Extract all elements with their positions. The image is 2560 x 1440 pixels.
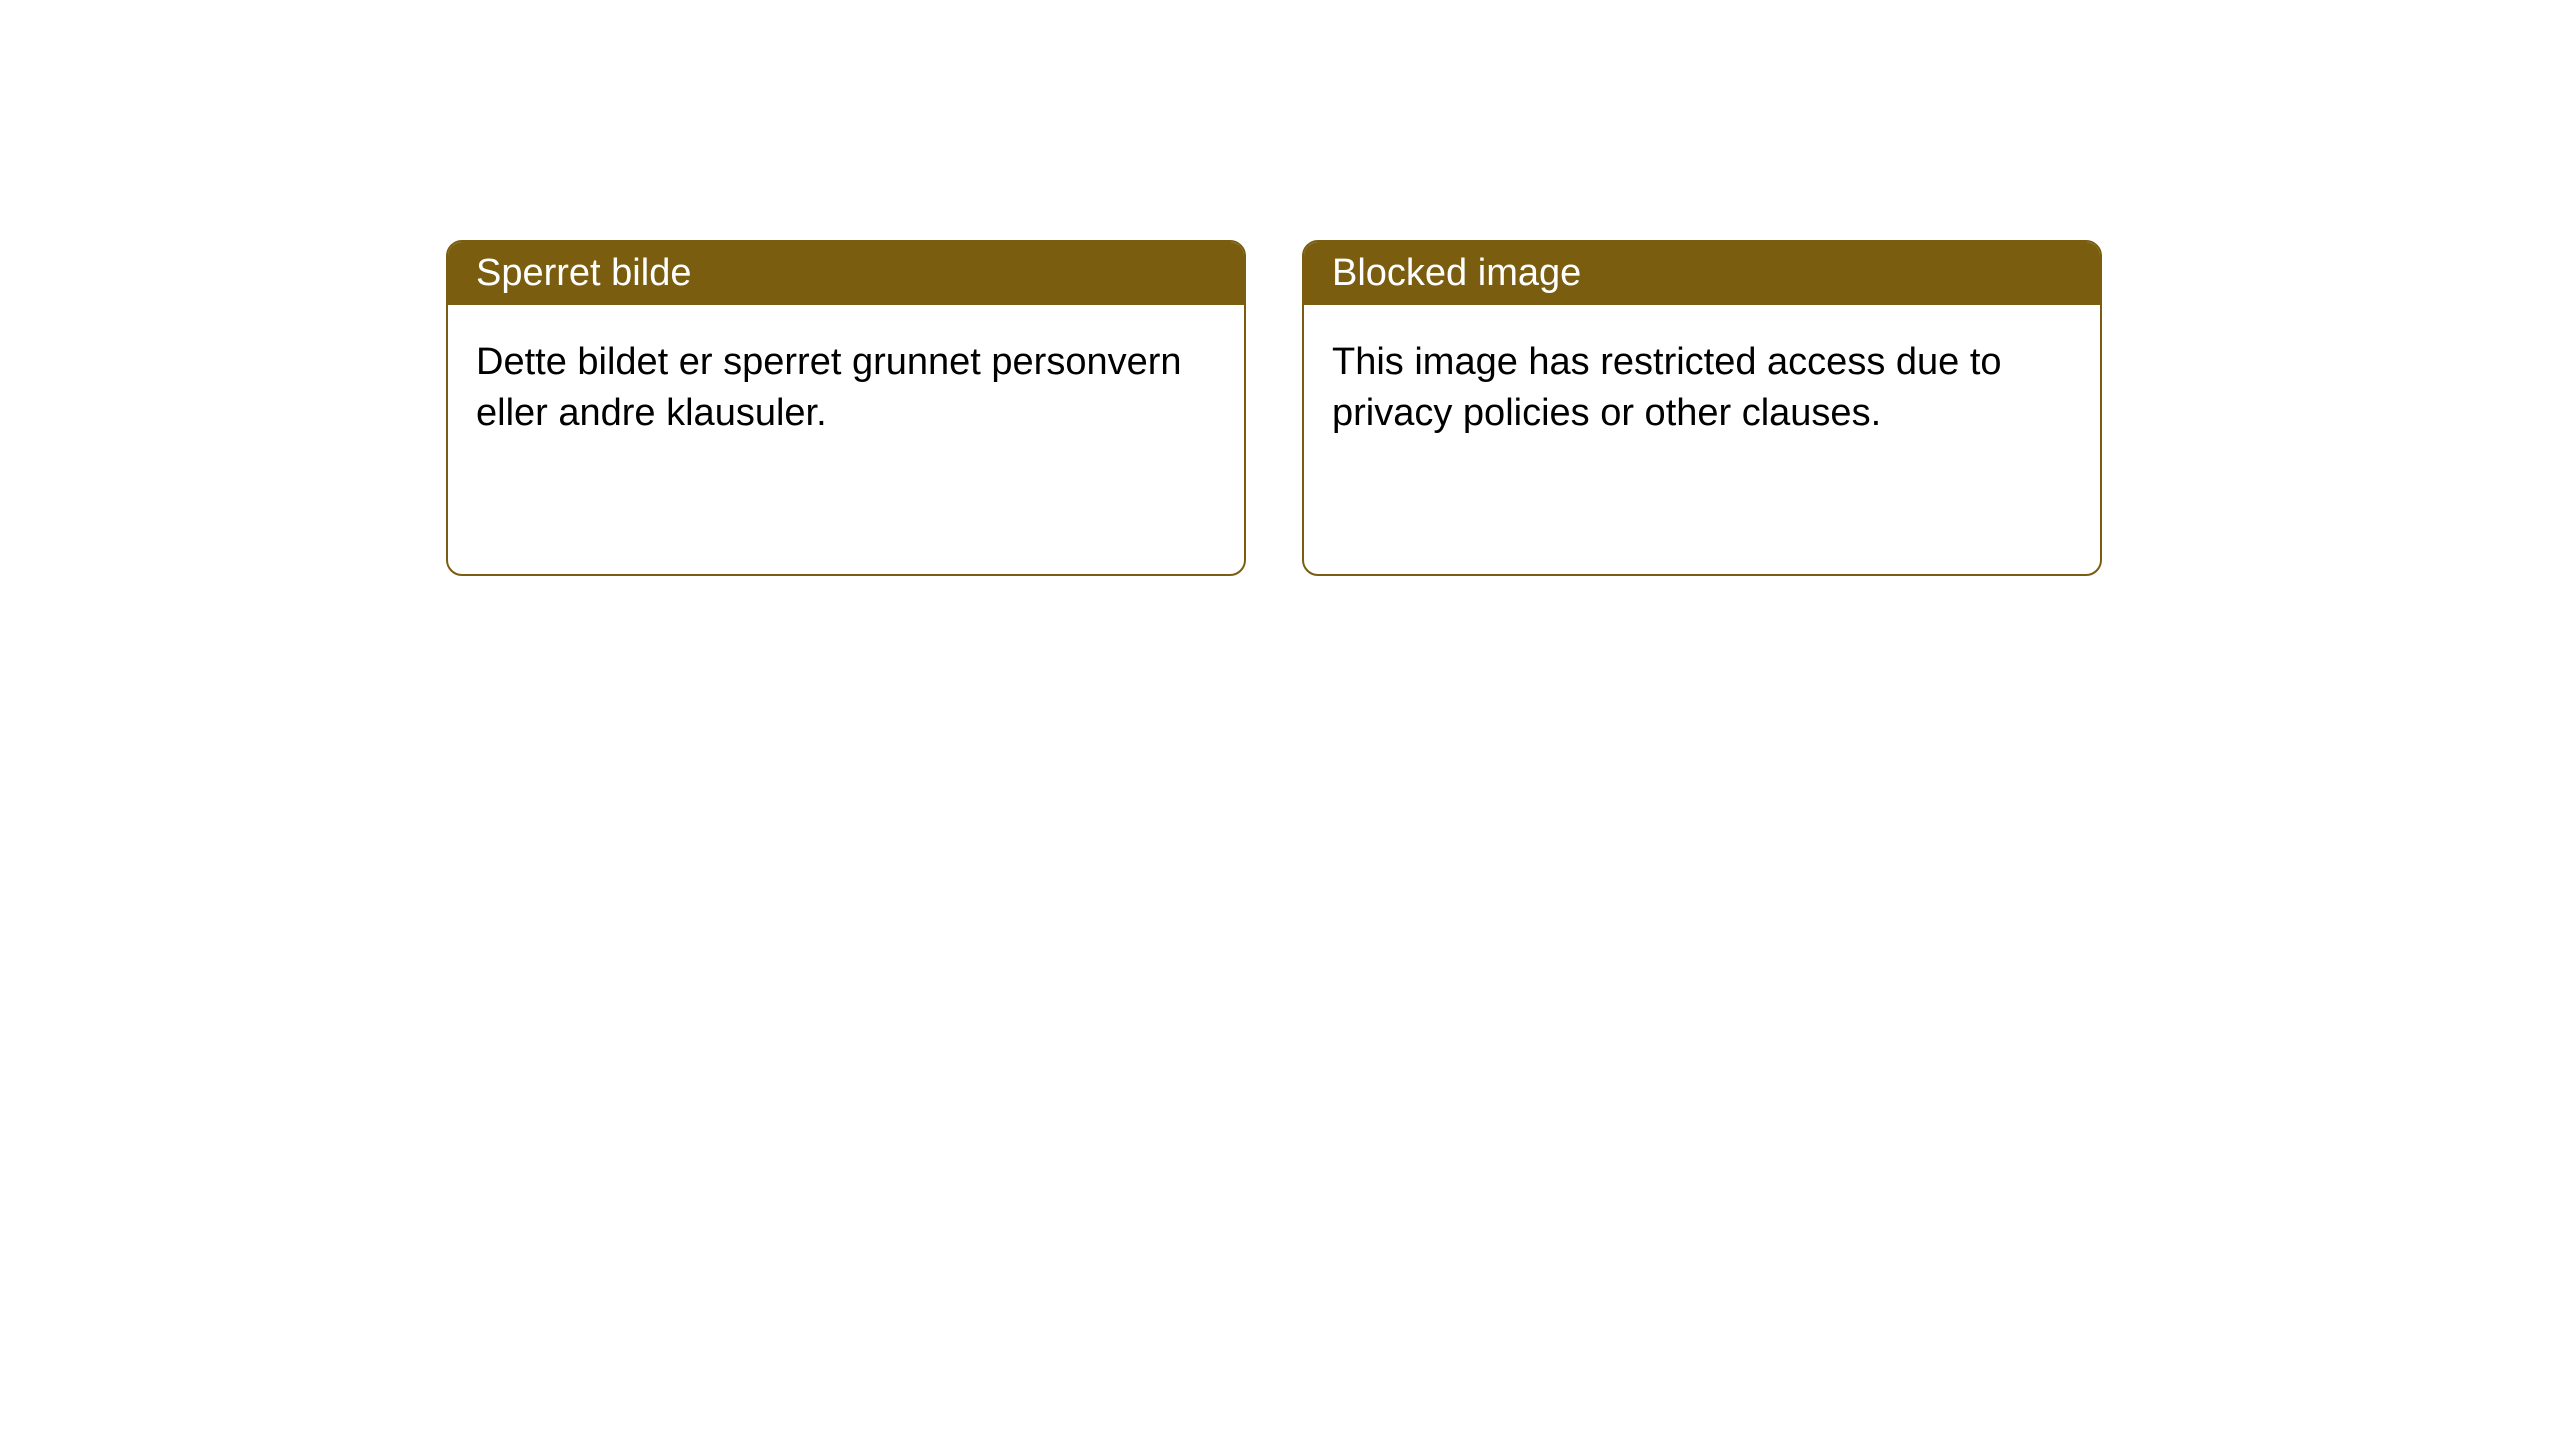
notice-card-norwegian: Sperret bilde Dette bildet er sperret gr… [446, 240, 1246, 576]
card-body: Dette bildet er sperret grunnet personve… [448, 305, 1244, 472]
card-title: Sperret bilde [476, 252, 691, 294]
card-body: This image has restricted access due to … [1304, 305, 2100, 472]
notice-container: Sperret bilde Dette bildet er sperret gr… [446, 240, 2102, 576]
card-body-text: This image has restricted access due to … [1332, 341, 2002, 434]
card-title: Blocked image [1332, 252, 1581, 294]
card-body-text: Dette bildet er sperret grunnet personve… [476, 341, 1182, 434]
notice-card-english: Blocked image This image has restricted … [1302, 240, 2102, 576]
card-header: Sperret bilde [448, 242, 1244, 305]
card-header: Blocked image [1304, 242, 2100, 305]
